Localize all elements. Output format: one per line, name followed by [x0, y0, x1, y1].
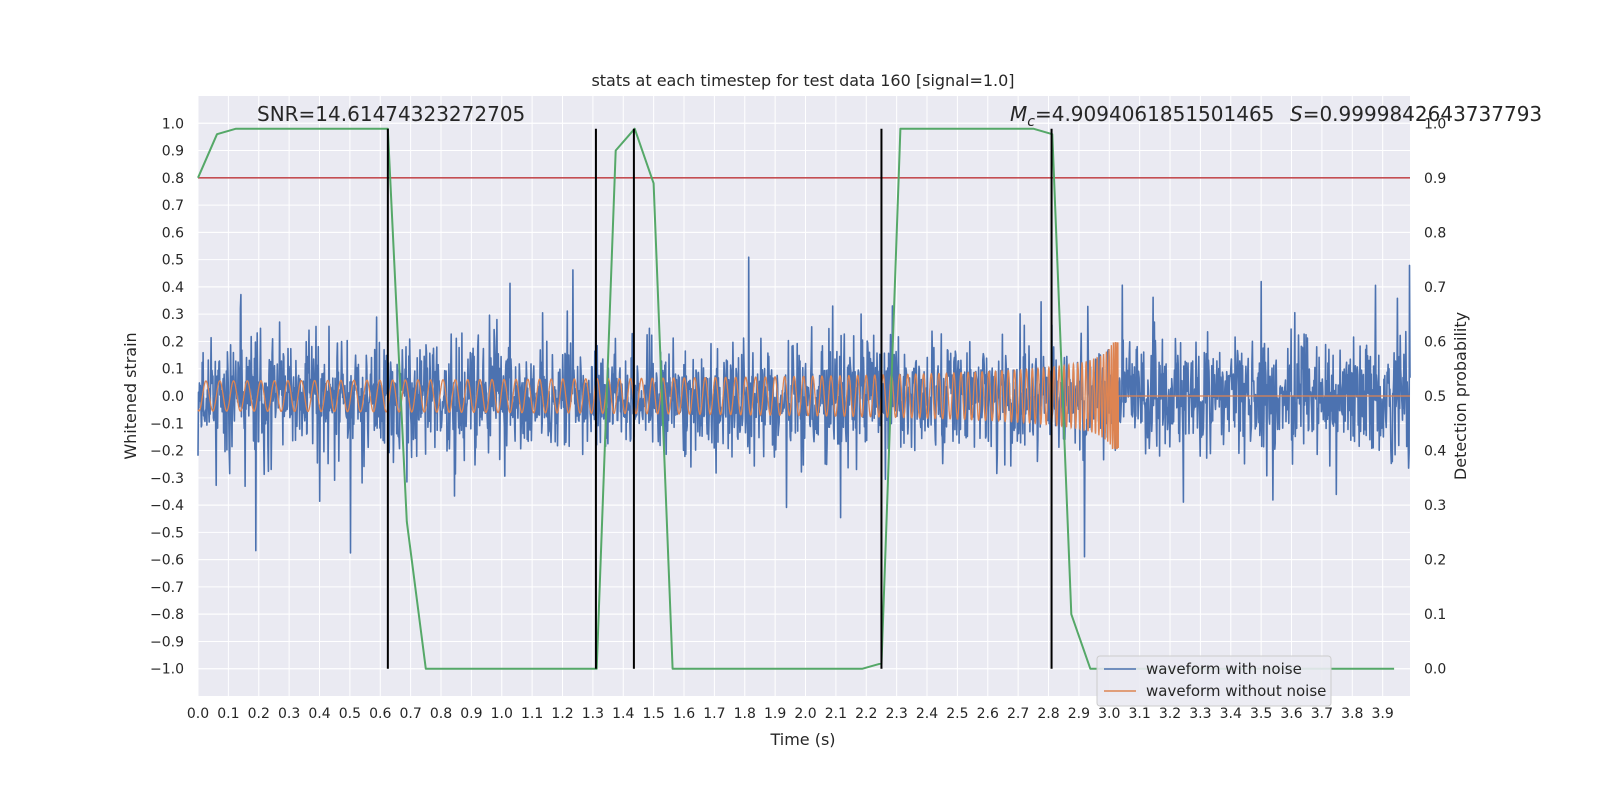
x-tick-label: 1.0	[491, 706, 513, 722]
y-right-tick-label: 0.8	[1424, 225, 1446, 241]
x-tick-label: 1.4	[612, 706, 634, 722]
x-tick-label: 3.4	[1220, 706, 1242, 722]
x-tick-label: 0.5	[339, 706, 361, 722]
legend: waveform with noise waveform without noi…	[1096, 655, 1332, 707]
x-tick-label: 0.1	[217, 706, 239, 722]
x-tick-label: 1.7	[703, 706, 725, 722]
series-waveform-with-noise	[197, 256, 1411, 558]
y-left-tick-label: 0.9	[162, 144, 184, 160]
y-axis-right-label: Detection probability	[1451, 312, 1470, 480]
x-tick-label: 2.0	[794, 706, 816, 722]
x-tick-label: 0.7	[399, 706, 421, 722]
chirp-mass-symbol: M	[1010, 102, 1027, 126]
clean-waveform-path	[197, 342, 1410, 450]
y-right-tick-label: 0.4	[1424, 444, 1446, 460]
y-left-tick-label: −0.1	[150, 416, 184, 432]
y-left-tick-label: −1.0	[150, 662, 184, 678]
x-tick-label: 3.1	[1129, 706, 1151, 722]
y-left-tick-label: −0.2	[150, 444, 184, 460]
y-left-tick-label: −0.9	[150, 634, 184, 650]
chirp-mass-value: =4.9094061851501465	[1035, 102, 1274, 126]
x-tick-label: 3.5	[1250, 706, 1272, 722]
x-tick-label: 0.3	[278, 706, 300, 722]
y-left-tick-label: −0.5	[150, 525, 184, 541]
y-right-tick-label: 0.1	[1424, 607, 1446, 623]
x-tick-label: 2.2	[855, 706, 877, 722]
score-value: =0.9999842643737793	[1303, 102, 1542, 126]
y-left-tick-label: 0.1	[162, 362, 184, 378]
x-tick-label: 1.3	[582, 706, 604, 722]
y-left-tick-label: 1.0	[162, 116, 184, 132]
y-right-tick-label: 0.3	[1424, 498, 1446, 514]
y-left-tick-label: 0.5	[162, 253, 184, 269]
x-tick-label: 3.6	[1280, 706, 1302, 722]
x-tick-label: 0.9	[460, 706, 482, 722]
x-tick-label: 3.8	[1341, 706, 1363, 722]
y-left-tick-label: 0.8	[162, 171, 184, 187]
y-right-tick-label: 0.5	[1424, 389, 1446, 405]
x-tick-label: 0.2	[248, 706, 270, 722]
y-left-tick-label: −0.6	[150, 553, 184, 569]
x-tick-label: 2.8	[1037, 706, 1059, 722]
y-left-tick-label: −0.4	[150, 498, 184, 514]
y-left-tick-label: −0.3	[150, 471, 184, 487]
y-axis-left-ticks: 1.0 0.9 0.8 0.7 0.6 0.5 0.4 0.3 0.2 0.1 0.0 −0.1 −0.…	[150, 116, 184, 677]
x-tick-label: 1.8	[734, 706, 756, 722]
x-tick-label: 3.0	[1098, 706, 1120, 722]
x-tick-label: 0.8	[430, 706, 452, 722]
score-symbol: S	[1290, 102, 1303, 126]
y-right-tick-label: 0.7	[1424, 280, 1446, 296]
noise-waveform-path	[197, 256, 1411, 558]
x-tick-label: 3.7	[1311, 706, 1333, 722]
y-right-tick-label: 1.0	[1424, 116, 1446, 132]
x-tick-label: 2.4	[916, 706, 938, 722]
y-right-tick-label: 0.9	[1424, 171, 1446, 187]
y-left-tick-label: 0.6	[162, 225, 184, 241]
y-right-tick-label: 0.0	[1424, 662, 1446, 678]
y-axis-right-ticks: 1.0 0.9 0.8 0.7 0.6 0.5 0.4 0.3 0.2 0.1 0.0	[1424, 116, 1446, 677]
x-tick-label: 2.1	[825, 706, 847, 722]
x-tick-label: 1.9	[764, 706, 786, 722]
x-tick-label: 2.3	[886, 706, 908, 722]
y-right-tick-label: 0.2	[1424, 553, 1446, 569]
x-tick-label: 0.6	[369, 706, 391, 722]
snr-annotation: SNR=14.61474323272705	[257, 102, 525, 126]
chirp-mass-annotation: Mc=4.9094061851501465	[1010, 102, 1274, 130]
legend-label-noise: waveform with noise	[1146, 660, 1302, 678]
x-axis-ticks: 0.0 0.1 0.2 0.3 0.4 0.5 0.6 0.7 0.8 0.9 1.0 1.1 1.2 1…	[187, 706, 1394, 722]
x-tick-label: 1.1	[521, 706, 543, 722]
x-axis-label: Time (s)	[769, 730, 835, 749]
x-tick-label: 3.2	[1159, 706, 1181, 722]
y-left-tick-label: 0.7	[162, 198, 184, 214]
x-tick-label: 2.9	[1068, 706, 1090, 722]
x-tick-label: 1.2	[551, 706, 573, 722]
x-tick-label: 0.0	[187, 706, 209, 722]
legend-box	[1096, 655, 1332, 707]
x-tick-label: 2.6	[977, 706, 999, 722]
x-tick-label: 0.4	[308, 706, 330, 722]
x-tick-label: 3.9	[1372, 706, 1394, 722]
legend-label-clean: waveform without noise	[1146, 682, 1326, 700]
score-annotation: S=0.9999842643737793	[1290, 102, 1542, 126]
chart-title: stats at each timestep for test data 160…	[591, 71, 1014, 90]
series-waveform-without-noise	[197, 342, 1410, 450]
y-left-tick-label: 0.0	[162, 389, 184, 405]
x-tick-label: 2.7	[1007, 706, 1029, 722]
y-left-tick-label: 0.3	[162, 307, 184, 323]
x-tick-label: 3.3	[1189, 706, 1211, 722]
x-tick-label: 1.6	[673, 706, 695, 722]
y-left-tick-label: −0.7	[150, 580, 184, 596]
x-tick-label: 2.5	[946, 706, 968, 722]
x-tick-label: 1.5	[643, 706, 665, 722]
vertical-markers	[386, 128, 1053, 669]
y-left-tick-label: 0.4	[162, 280, 184, 296]
y-axis-left-label: Whitened strain	[121, 332, 140, 459]
y-right-tick-label: 0.6	[1424, 334, 1446, 350]
chirp-mass-subscript: c	[1027, 114, 1035, 130]
y-left-tick-label: −0.8	[150, 607, 184, 623]
y-left-tick-label: 0.2	[162, 334, 184, 350]
